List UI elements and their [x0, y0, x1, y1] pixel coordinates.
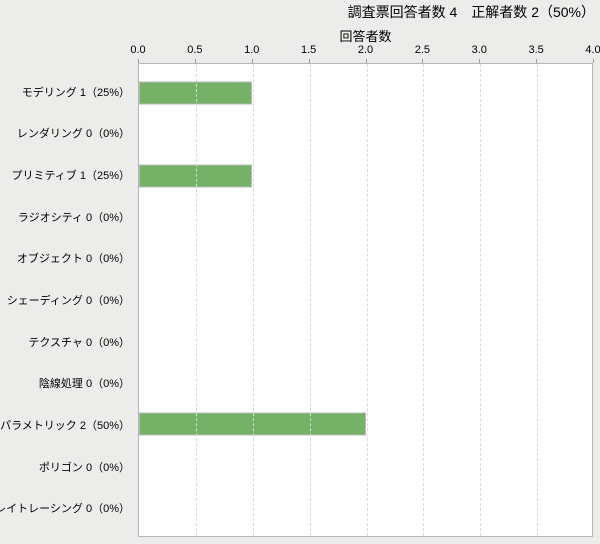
gridline	[537, 64, 539, 536]
gridline	[309, 64, 311, 536]
bar	[139, 412, 366, 436]
category-label: パラメトリック 2（50%）	[0, 419, 130, 432]
category-label: テクスチャ 0（0%）	[28, 336, 130, 349]
gridline	[252, 64, 254, 536]
x-tick-label: 0.5	[187, 44, 203, 56]
gridline	[366, 64, 368, 536]
x-tick-mark	[593, 59, 594, 63]
category-label: モデリング 1（25%）	[21, 86, 130, 99]
x-tick-label: 3.0	[471, 44, 487, 56]
bar-row	[139, 72, 592, 113]
bar-row	[139, 238, 592, 279]
chart-title: 調査票回答者数 4 正解者数 2（50%）	[347, 4, 595, 20]
bar-row	[139, 321, 592, 362]
category-label: レンダリング 0（0%）	[16, 128, 130, 141]
x-tick-label: 2.0	[357, 44, 374, 56]
category-label: レイトレーシング 0（0%）	[0, 503, 130, 516]
x-tick-label: 4.0	[585, 44, 600, 56]
x-tick-label: 2.5	[414, 44, 431, 56]
bar-row	[139, 487, 592, 528]
x-tick-label: 1.5	[300, 44, 317, 56]
bar-row	[139, 155, 592, 196]
x-axis-title: 回答者数	[339, 29, 392, 44]
category-axis: モデリング 1（25%） レンダリング 0（0%） プリミティブ 1（25%） ラジオ…	[0, 63, 130, 537]
x-tick-label: 3.5	[528, 44, 544, 56]
bar-row	[139, 279, 592, 320]
x-tick-label: 1.0	[244, 44, 260, 56]
bar-row	[139, 113, 592, 154]
bar-row	[139, 404, 592, 445]
x-tick-label: 0.0	[130, 44, 146, 56]
x-tick-mark	[194, 59, 196, 63]
gridline	[195, 64, 197, 536]
plot-area	[138, 63, 593, 537]
bar	[139, 164, 253, 188]
category-label: 陰線処理 0（0%）	[38, 378, 130, 391]
bar-row	[139, 196, 592, 237]
gridline	[423, 64, 425, 536]
x-tick-mark	[251, 59, 253, 63]
category-label: オブジェクト 0（0%）	[16, 253, 130, 266]
gridline	[480, 64, 482, 536]
x-tick-mark	[138, 59, 139, 63]
bar-row	[139, 445, 592, 486]
bar-rows	[139, 64, 592, 536]
x-tick-mark	[422, 59, 424, 63]
x-tick-mark	[365, 59, 367, 63]
category-label: ポリゴン 0（0%）	[38, 461, 130, 474]
bar-row	[139, 362, 592, 403]
x-tick-mark	[536, 59, 538, 63]
category-label: シェーディング 0（0%）	[6, 295, 130, 308]
bar	[139, 81, 253, 105]
category-label: プリミティブ 1（25%）	[11, 170, 130, 183]
x-tick-mark	[479, 59, 481, 63]
x-tick-mark	[308, 59, 310, 63]
category-label: ラジオシティ 0（0%）	[17, 211, 130, 224]
